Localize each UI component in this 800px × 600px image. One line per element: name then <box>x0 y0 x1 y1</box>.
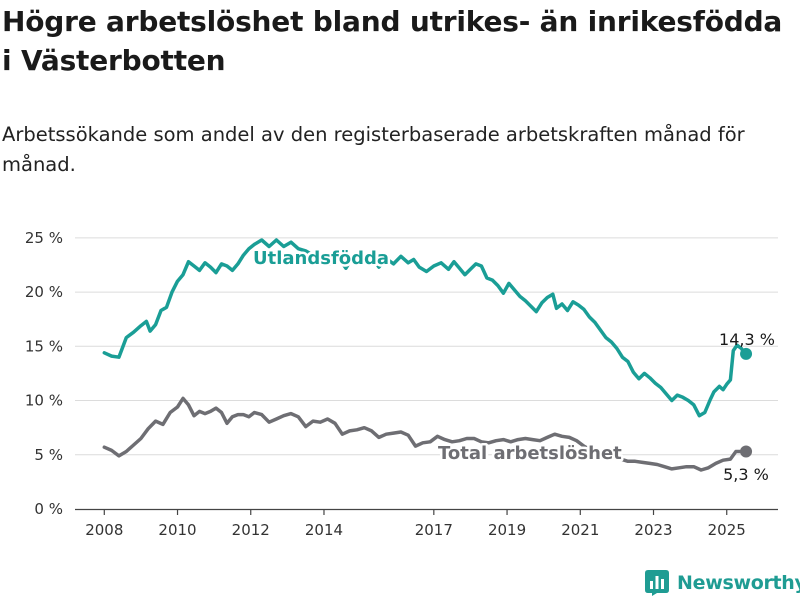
x-tick-label: 2023 <box>634 521 672 539</box>
series-line-utlandsfodda <box>102 238 747 418</box>
x-tick-label: 2008 <box>85 521 123 539</box>
y-tick-label: 5 % <box>34 446 63 464</box>
newsworthy-brand[interactable]: Newsworthy <box>645 568 800 598</box>
chart-title: Högre arbetslöshet bland utrikes- än inr… <box>2 5 783 77</box>
x-tick-label: 2025 <box>708 521 746 539</box>
end-point-utlandsfodda <box>740 347 753 360</box>
y-tick-label: 20 % <box>25 283 63 301</box>
y-tick-label: 25 % <box>25 229 63 247</box>
x-tick-label: 2021 <box>561 521 599 539</box>
series-labels: Utlandsfödda Total arbetslöshet 14,3 % 5,3 … <box>251 246 775 485</box>
y-tick-label: 0 % <box>34 500 63 518</box>
chart-subtitle: Arbetssökande som andel av den registerb… <box>2 123 745 176</box>
x-tick-label: 2012 <box>232 521 270 539</box>
end-value-label-total: 5,3 % <box>723 465 769 484</box>
x-tick-label: 2019 <box>488 521 526 539</box>
series-line-total <box>102 396 747 472</box>
brand-name: Newsworthy <box>677 572 800 594</box>
series-lines <box>102 238 753 472</box>
y-axis-ticks: 0 % 5 % 10 % 15 % 20 % 25 % <box>25 229 63 518</box>
y-tick-label: 15 % <box>25 337 63 355</box>
series-label-utlandsfodda: Utlandsfödda <box>253 248 389 269</box>
x-tick-label: 2014 <box>305 521 343 539</box>
bar-chart-logo-icon <box>645 570 669 596</box>
gridlines <box>75 237 778 456</box>
x-tick-label: 2010 <box>158 521 196 539</box>
x-axis: 2008 2010 2012 2014 2017 2019 2021 2023 2025 <box>75 508 778 539</box>
x-tick-label: 2017 <box>415 521 453 539</box>
y-tick-label: 10 % <box>25 392 63 410</box>
series-label-total: Total arbetslöshet <box>438 443 622 464</box>
end-value-label-utlandsfodda: 14,3 % <box>719 330 775 349</box>
end-point-total <box>740 445 753 458</box>
